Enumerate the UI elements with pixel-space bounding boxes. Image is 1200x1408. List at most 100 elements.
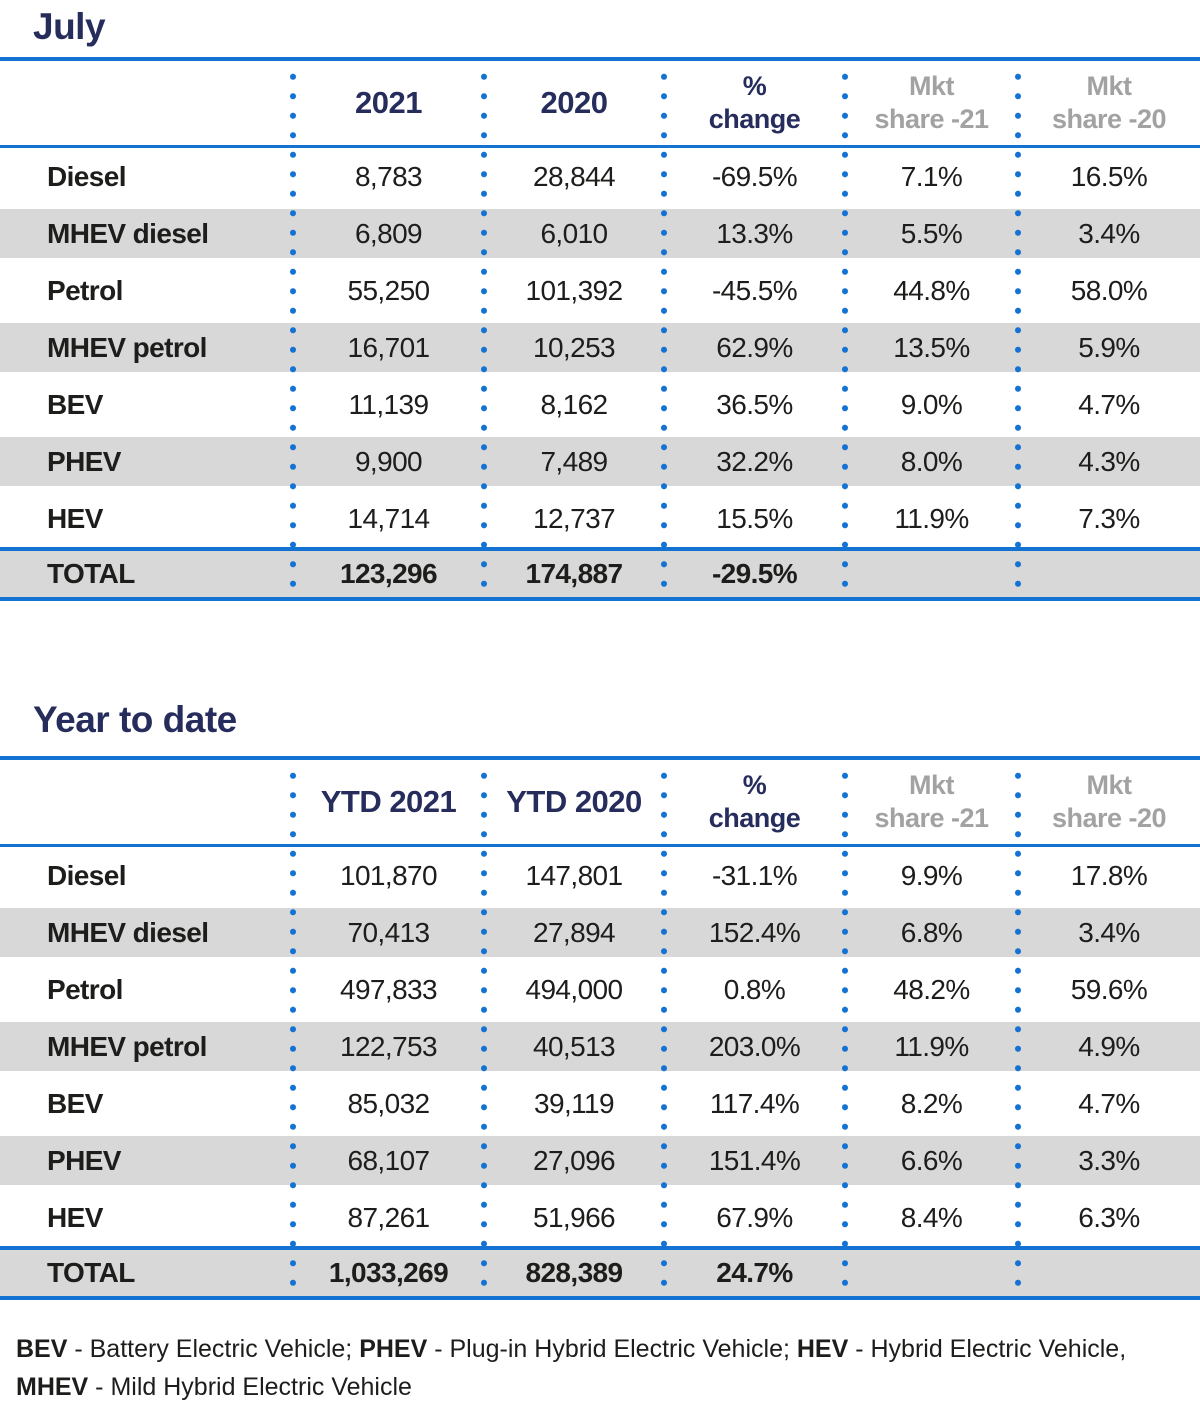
table-rule-bottom	[0, 597, 1200, 601]
column-header-ytd-2021: YTD 2021	[320, 784, 457, 819]
column-header-mkt-share-20: Mkt share -20	[1018, 70, 1200, 136]
cell-pct-change: -29.5%	[711, 558, 798, 589]
total-row: TOTAL 1,033,269 828,389 24.7%	[0, 1250, 1200, 1296]
footnote-line: MHEV - Mild Hybrid Electric Vehicle	[16, 1368, 1200, 1406]
table-row: BEV 85,032 39,119 117.4% 8.2% 4.7%	[0, 1075, 1200, 1132]
cell-2020: 51,966	[532, 1201, 616, 1233]
cell-2020: 101,392	[525, 274, 623, 306]
cell-pct-change: 13.3%	[716, 217, 793, 249]
row-label: Diesel	[47, 859, 127, 891]
table-body: Diesel 8,783 28,844 -69.5% 7.1% 16.5% MHEV die…	[0, 148, 1200, 547]
cell-mkt-share-21: 13.5%	[893, 331, 970, 363]
table-title-year-to-date: Year to date	[33, 699, 237, 740]
column-header-mkt-share-21: Mkt share -21	[845, 769, 1018, 835]
cell-2021: 497,833	[339, 973, 438, 1005]
footnote-segment: MHEV	[16, 1373, 89, 1401]
column-header-2021: 2021	[355, 85, 422, 120]
table-row: PHEV 9,900 7,489 32.2% 8.0% 4.3%	[0, 433, 1200, 490]
cell-2020: 6,010	[540, 217, 608, 249]
table-title-july: July	[33, 6, 106, 47]
column-separator-dotted	[841, 61, 849, 597]
cell-mkt-share-21: 48.2%	[893, 973, 970, 1005]
column-separator-dotted	[1014, 760, 1022, 1296]
table-header-row: 2021 2020 % change Mkt share -21 Mkt sha…	[0, 61, 1200, 145]
column-separator-dotted	[289, 760, 297, 1296]
row-label: HEV	[47, 1201, 103, 1233]
cell-2020: 174,887	[525, 558, 623, 589]
header-line: share -20	[1051, 803, 1167, 833]
cell-mkt-share-21: 6.8%	[900, 916, 963, 948]
cell-2021: 70,413	[347, 916, 430, 948]
footnote-segment: HEV	[796, 1335, 849, 1363]
cell-pct-change: 67.9%	[716, 1201, 793, 1233]
cell-mkt-share-20: 3.4%	[1078, 916, 1140, 948]
cell-mkt-share-20: 3.3%	[1078, 1144, 1140, 1176]
table-row: MHEV diesel 6,809 6,010 13.3% 5.5% 3.4%	[0, 205, 1200, 262]
cell-pct-change: 0.8%	[723, 973, 786, 1005]
header-line: Mkt	[909, 770, 955, 800]
table-row: BEV 11,139 8,162 36.5% 9.0% 4.7%	[0, 376, 1200, 433]
header-line: share -20	[1051, 104, 1167, 134]
header-line: share -21	[874, 104, 989, 134]
cell-pct-change: 152.4%	[708, 916, 801, 948]
row-label: PHEV	[47, 1144, 121, 1176]
column-header-2020: 2020	[540, 85, 608, 120]
footnote-segment: BEV	[16, 1335, 68, 1363]
cell-2020: 12,737	[532, 502, 616, 534]
cell-2021: 8,783	[354, 160, 423, 192]
header-line: %	[742, 71, 767, 101]
header-line: Mkt	[909, 71, 955, 101]
table-row: MHEV petrol 122,753 40,513 203.0% 11.9% 4.9%	[0, 1018, 1200, 1075]
cell-2020: 39,119	[534, 1087, 615, 1119]
table-row: Diesel 101,870 147,801 -31.1% 9.9% 17.8%	[0, 847, 1200, 904]
row-label: Petrol	[47, 973, 123, 1005]
cell-2020: 27,096	[532, 1144, 616, 1176]
cell-pct-change: 151.4%	[708, 1144, 801, 1176]
header-line: %	[742, 770, 767, 800]
cell-2021: 55,250	[347, 274, 430, 306]
cell-pct-change: 24.7%	[716, 1257, 793, 1288]
row-label: Diesel	[47, 160, 127, 192]
cell-mkt-share-21: 8.2%	[900, 1087, 963, 1119]
table-rule-above-total	[0, 547, 1200, 551]
table-row: MHEV petrol 16,701 10,253 62.9% 13.5% 5.9%	[0, 319, 1200, 376]
cell-mkt-share-21: 8.4%	[900, 1201, 963, 1233]
row-label: MHEV petrol	[47, 1030, 207, 1062]
column-header-ytd-2020: YTD 2020	[506, 784, 642, 819]
table-rule-header-bottom	[0, 145, 1200, 148]
row-label: Petrol	[47, 274, 123, 306]
cell-mkt-share-20: 16.5%	[1070, 160, 1148, 192]
row-label: TOTAL	[47, 1257, 135, 1288]
cell-mkt-share-20: 4.9%	[1078, 1030, 1140, 1062]
footnote: BEV - Battery Electric Vehicle; PHEV - P…	[16, 1330, 1200, 1406]
cell-2021: 101,870	[339, 859, 438, 891]
cell-pct-change: 15.5%	[716, 502, 793, 534]
table-rule-header-bottom	[0, 844, 1200, 847]
column-separator-dotted	[289, 61, 297, 597]
cell-mkt-share-20: 4.7%	[1078, 388, 1140, 420]
july-table: 2021 2020 % change Mkt share -21 Mkt sha…	[0, 57, 1200, 601]
cell-2020: 10,253	[532, 331, 616, 363]
cell-pct-change: -69.5%	[711, 160, 798, 192]
cell-mkt-share-21: 5.5%	[900, 217, 963, 249]
footnote-segment: - Plug-in Hybrid Electric Vehicle;	[427, 1335, 797, 1363]
table-row: HEV 87,261 51,966 67.9% 8.4% 6.3%	[0, 1189, 1200, 1246]
cell-pct-change: 62.9%	[716, 331, 793, 363]
column-separator-dotted	[480, 760, 488, 1296]
table-row: Petrol 55,250 101,392 -45.5% 44.8% 58.0%	[0, 262, 1200, 319]
row-label: BEV	[47, 388, 103, 420]
cell-mkt-share-21: 11.9%	[894, 502, 969, 534]
row-label: MHEV diesel	[47, 217, 209, 249]
cell-mkt-share-20: 17.8%	[1070, 859, 1148, 891]
footnote-segment: - Hybrid Electric Vehicle,	[848, 1335, 1127, 1363]
table-row: HEV 14,714 12,737 15.5% 11.9% 7.3%	[0, 490, 1200, 547]
cell-2020: 7,489	[540, 445, 608, 477]
header-line: share -21	[874, 803, 989, 833]
row-label: TOTAL	[47, 558, 135, 589]
cell-mkt-share-20: 3.4%	[1078, 217, 1140, 249]
footnote-segment: - Mild Hybrid Electric Vehicle	[88, 1373, 412, 1401]
column-header-mkt-share-21: Mkt share -21	[845, 70, 1018, 136]
table-row: MHEV diesel 70,413 27,894 152.4% 6.8% 3.4%	[0, 904, 1200, 961]
footnote-segment: - Battery Electric Vehicle;	[67, 1335, 360, 1363]
